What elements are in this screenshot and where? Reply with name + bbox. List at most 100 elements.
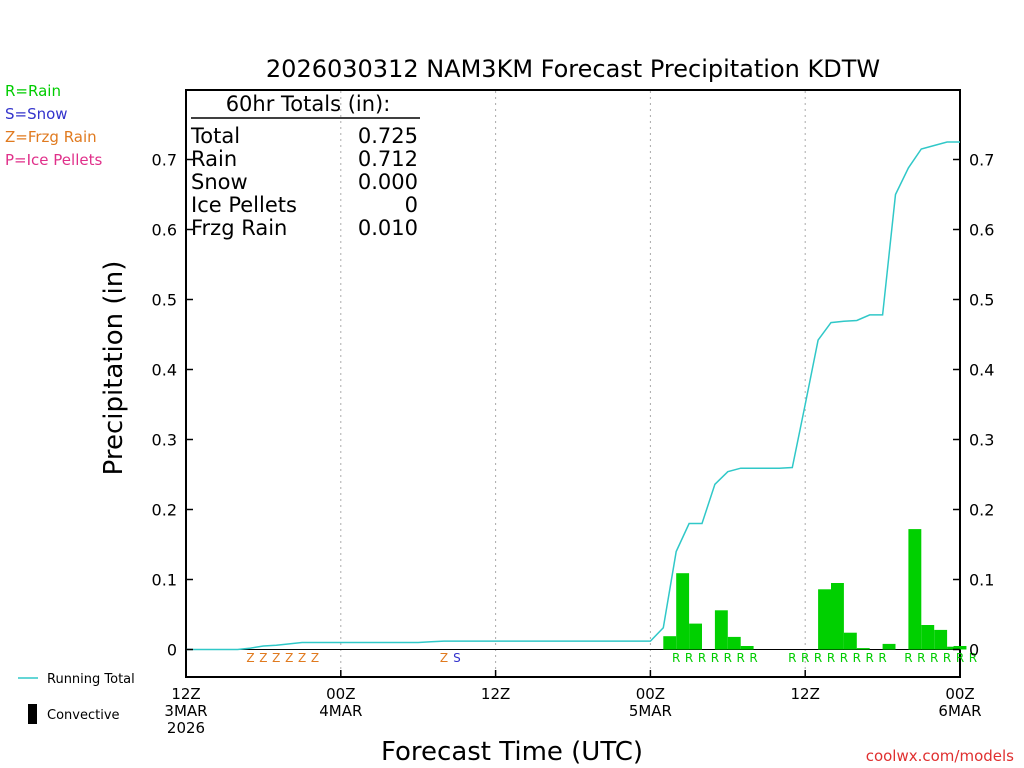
precip-bar (676, 573, 690, 650)
y-tick-label: 0.7 (969, 151, 994, 170)
ptype-code: Z (298, 651, 306, 665)
totals-row-value: 0.725 (358, 124, 418, 148)
precip-bar (714, 610, 728, 650)
x-axis-label: Forecast Time (UTC) (381, 737, 643, 767)
x-tick-label: 2026 (167, 719, 205, 737)
vertical-gridlines (340, 91, 806, 676)
totals-row-label: Frzg Rain (191, 216, 287, 240)
x-tick-label: 00Z (945, 685, 974, 703)
ptype-code: R (969, 651, 977, 665)
y-tick-label: 0 (969, 641, 979, 660)
y-axis-ticks: 0.7 0.7 0.6 0.6 0.5 0.5 0.4 0.4 0.3 0.3 0.2 0.2 0.1 0… (152, 151, 995, 660)
y-tick-label: 0.1 (969, 571, 994, 590)
ptype-code: R (737, 651, 745, 665)
x-tick-label: 12Z (481, 685, 510, 703)
ptype-code: R (930, 651, 938, 665)
credit-text: coolwx.com/models (866, 747, 1014, 765)
y-tick-label: 0.5 (152, 291, 177, 310)
precip-bar (727, 636, 741, 650)
precip-bar (818, 589, 831, 650)
x-tick-label: 5MAR (629, 702, 672, 720)
precip-bar (953, 646, 967, 650)
ptype-code: Z (440, 651, 448, 665)
convective-legend-swatch (28, 704, 37, 724)
precip-type-legend: R=Rain S=Snow Z=Frzg Rain P=Ice Pellets (5, 82, 102, 169)
totals-row-label: Rain (191, 147, 237, 171)
ptype-code: R (917, 651, 925, 665)
totals-row-label: Total (190, 124, 240, 148)
totals-header: 60hr Totals (in): (226, 92, 391, 116)
ptype-code: R (840, 651, 848, 665)
series-legend-label: Convective (47, 708, 120, 723)
y-tick-label: 0.3 (969, 431, 994, 450)
x-tick-label: 4MAR (319, 702, 362, 720)
precip-bars (663, 529, 967, 650)
ptype-legend-entry: Z=Frzg Rain (5, 128, 97, 146)
totals-row-value: 0.010 (358, 216, 418, 240)
ptype-code: R (878, 651, 886, 665)
x-tick-label: 00Z (636, 685, 665, 703)
precip-bar (921, 625, 935, 650)
ptype-code: R (827, 651, 835, 665)
ptype-code: Z (246, 651, 254, 665)
ptype-code: R (672, 651, 680, 665)
ptype-code: Z (259, 651, 267, 665)
y-tick-label: 0 (167, 641, 177, 660)
running-total-line (186, 141, 960, 651)
x-tick-label: 3MAR (164, 702, 207, 720)
y-tick-label: 0.4 (152, 361, 177, 380)
totals-row-label: Snow (191, 170, 248, 194)
x-tick-label: 12Z (791, 685, 820, 703)
ptype-code: Z (272, 651, 280, 665)
totals-row-label: Ice Pellets (191, 193, 297, 217)
ptype-code: S (453, 651, 461, 665)
y-tick-label: 0.4 (969, 361, 994, 380)
y-tick-label: 0.5 (969, 291, 994, 310)
precip-bar (856, 648, 870, 650)
y-tick-label: 0.6 (969, 221, 994, 240)
ptype-code: R (801, 651, 809, 665)
x-tick-label: 12Z (171, 685, 200, 703)
precip-bar (934, 629, 948, 650)
x-tick-label: 6MAR (938, 702, 981, 720)
ptype-legend-entry: R=Rain (5, 82, 61, 100)
plot-frame (185, 89, 961, 678)
totals-box: 60hr Totals (in): Total 0.725 Rain 0.712 Sno… (190, 92, 420, 240)
ptype-code: Z (285, 651, 293, 665)
ptype-code: R (853, 651, 861, 665)
precip-bar (831, 583, 844, 650)
ptype-code: R (724, 651, 732, 665)
totals-row-value: 0.000 (358, 170, 418, 194)
totals-row-value: 0.712 (358, 147, 418, 171)
chart-title: 2026030312 NAM3KM Forecast Precipitation… (266, 55, 880, 83)
precip-bar (908, 529, 922, 650)
ptype-code: Z (311, 651, 319, 665)
ptype-code: R (943, 651, 951, 665)
ptype-code: R (698, 651, 706, 665)
y-tick-label: 0.6 (152, 221, 177, 240)
precip-bar (843, 632, 857, 650)
ptype-code: R (866, 651, 874, 665)
y-tick-label: 0.2 (152, 501, 177, 520)
y-tick-label: 0.2 (969, 501, 994, 520)
ptype-code: R (814, 651, 822, 665)
totals-row-value: 0 (405, 193, 418, 217)
running-total-series (186, 141, 960, 651)
ptype-code: R (956, 651, 964, 665)
ptype-code: R (749, 651, 757, 665)
ptype-code: R (685, 651, 693, 665)
precip-bar (740, 646, 754, 650)
series-legend: Running Total Convective (18, 672, 135, 724)
y-tick-label: 0.1 (152, 571, 177, 590)
y-tick-label: 0.3 (152, 431, 177, 450)
ptype-legend-entry: P=Ice Pellets (5, 151, 102, 169)
x-tick-label: 00Z (326, 685, 355, 703)
ptype-code: R (788, 651, 796, 665)
ptype-code: R (904, 651, 912, 665)
series-legend-label: Running Total (47, 672, 135, 687)
precip-bar (882, 643, 896, 650)
y-axis-label: Precipitation (in) (99, 261, 129, 476)
